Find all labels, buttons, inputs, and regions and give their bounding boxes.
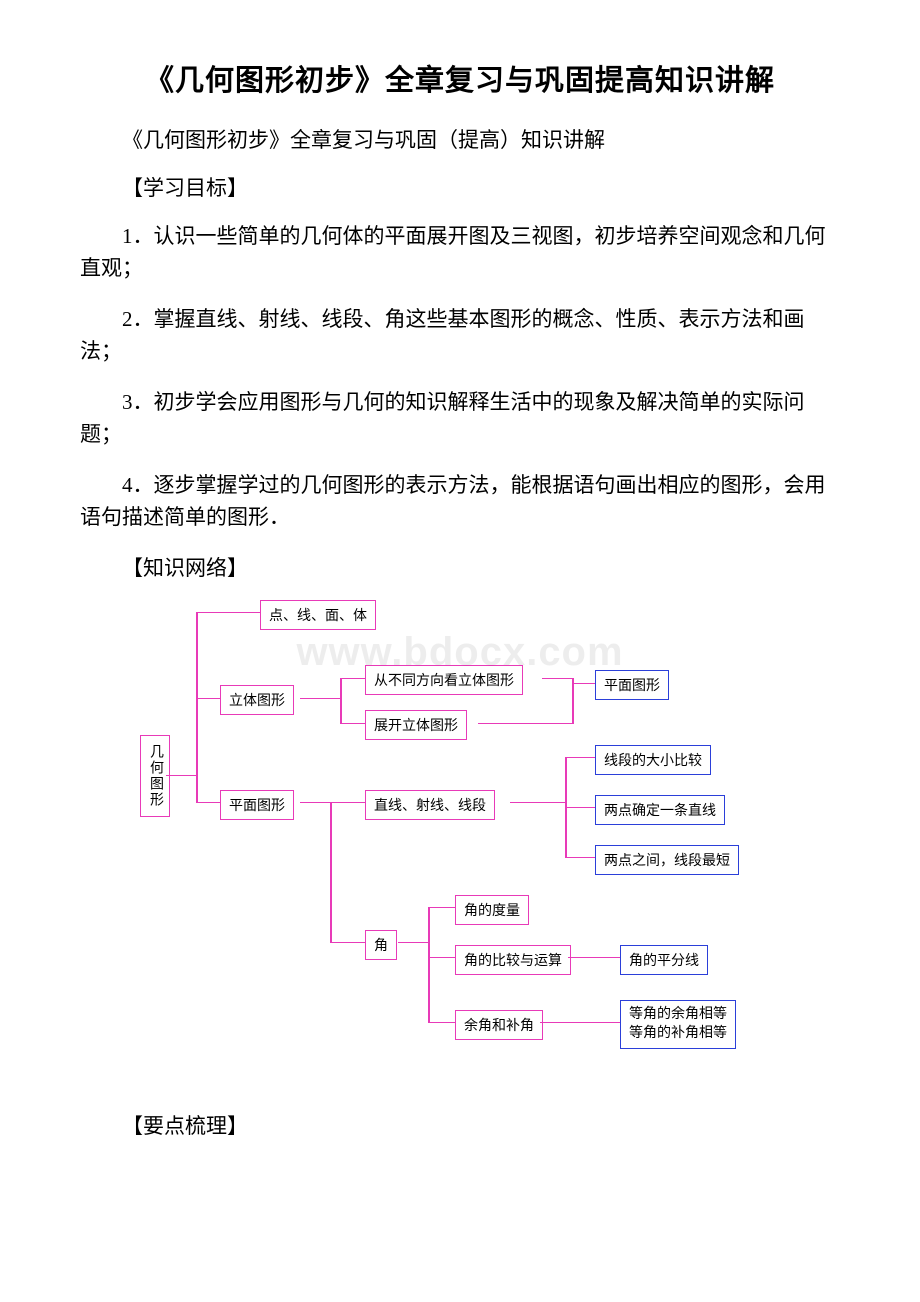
objectives-heading: 【学习目标】 <box>80 172 840 202</box>
objective-item: 2．掌握直线、射线、线段、角这些基本图形的概念、性质、表示方法和画法； <box>80 303 840 368</box>
conn <box>510 802 565 804</box>
conn <box>428 957 455 959</box>
conn <box>300 802 365 804</box>
conn <box>196 698 220 700</box>
node-n2: 立体图形 <box>220 685 294 715</box>
node-n4b: 角的比较与运算 <box>455 945 571 975</box>
node-n1: 点、线、面、体 <box>260 600 376 630</box>
conn <box>542 678 572 680</box>
node-n4: 角 <box>365 930 397 960</box>
points-heading: 【要点梳理】 <box>80 1110 840 1140</box>
conn <box>565 857 595 859</box>
conn <box>330 942 365 944</box>
conn <box>196 612 260 614</box>
objective-item: 4．逐步掌握学过的几何图形的表示方法，能根据语句画出相应的图形，会用语句描述简单… <box>80 469 840 534</box>
node-n4br: 角的平分线 <box>620 945 708 975</box>
conn <box>340 723 365 725</box>
conn <box>428 1022 455 1024</box>
objective-item: 1．认识一些简单的几何体的平面展开图及三视图，初步培养空间观念和几何直观； <box>80 220 840 285</box>
page-title: 《几何图形初步》全章复习与巩固提高知识讲解 <box>80 60 840 104</box>
network-heading: 【知识网络】 <box>80 552 840 582</box>
knowledge-diagram: 几何图形 点、线、面、体 立体图形 平面图形 角 从不同方向看立体图形 展开立体… <box>140 600 780 1080</box>
node-n4c: 余角和补角 <box>455 1010 543 1040</box>
node-n4cr-l1: 等角的余角相等等角的补角相等 <box>629 1005 727 1044</box>
conn <box>196 802 220 804</box>
objective-item: 3．初步学会应用图形与几何的知识解释生活中的现象及解决简单的实际问题； <box>80 386 840 451</box>
node-n3: 平面图形 <box>220 790 294 820</box>
node-n2b: 展开立体图形 <box>365 710 467 740</box>
conn <box>428 907 430 1023</box>
conn <box>568 957 620 959</box>
node-n4cr: 等角的余角相等等角的补角相等 <box>620 1000 736 1049</box>
node-n2a: 从不同方向看立体图形 <box>365 665 523 695</box>
node-n3a: 直线、射线、线段 <box>365 790 495 820</box>
conn <box>340 678 342 724</box>
conn <box>330 802 332 942</box>
conn <box>340 678 365 680</box>
conn <box>565 807 595 809</box>
conn <box>196 612 198 802</box>
conn <box>540 1022 620 1024</box>
node-n3r3: 两点之间，线段最短 <box>595 845 739 875</box>
node-n2r: 平面图形 <box>595 670 669 700</box>
conn <box>572 678 574 724</box>
conn <box>166 775 196 777</box>
node-n3r2: 两点确定一条直线 <box>595 795 725 825</box>
subtitle: 《几何图形初步》全章复习与巩固（提高）知识讲解 <box>80 124 840 154</box>
conn <box>398 942 428 944</box>
conn <box>565 757 595 759</box>
node-n3r1: 线段的大小比较 <box>595 745 711 775</box>
conn <box>478 723 573 725</box>
conn <box>300 698 340 700</box>
conn <box>572 683 595 685</box>
node-n4a: 角的度量 <box>455 895 529 925</box>
conn <box>428 907 455 909</box>
